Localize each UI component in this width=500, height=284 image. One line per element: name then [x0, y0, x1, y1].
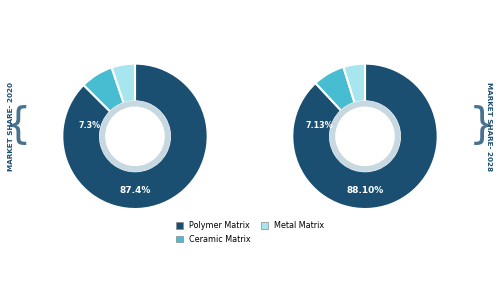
Circle shape — [336, 107, 394, 165]
Text: US$ 856.98 Million (2028): US$ 856.98 Million (2028) — [208, 257, 352, 267]
Text: }: } — [469, 105, 495, 147]
Circle shape — [330, 101, 400, 171]
Text: MARKET SHARE- 2028: MARKET SHARE- 2028 — [486, 82, 492, 171]
Wedge shape — [62, 64, 208, 209]
Text: Polymer Matrix: Polymer Matrix — [71, 266, 146, 275]
Text: 7.13%: 7.13% — [306, 121, 333, 130]
Bar — [37, 243, 42, 281]
Bar — [30, 250, 35, 281]
Wedge shape — [292, 64, 438, 209]
Text: 88.10%: 88.10% — [346, 186, 384, 195]
Text: {: { — [5, 105, 31, 147]
Bar — [9, 270, 14, 281]
Bar — [23, 256, 28, 281]
Text: 3.3%: 3.3% — [420, 263, 466, 281]
Text: MARKET, BY PRODUCT TYPE: MARKET, BY PRODUCT TYPE — [52, 16, 260, 28]
Wedge shape — [84, 68, 124, 112]
Bar — [16, 263, 21, 281]
Text: Incremental Growth-: Incremental Growth- — [58, 251, 159, 260]
Text: 7.3%: 7.3% — [78, 121, 100, 130]
Legend: Polymer Matrix, Ceramic Matrix, Metal Matrix: Polymer Matrix, Ceramic Matrix, Metal Ma… — [176, 221, 324, 244]
Text: 5.2%: 5.2% — [156, 81, 179, 90]
Text: MARKET SHARE- 2020: MARKET SHARE- 2020 — [8, 82, 14, 171]
Text: CAGR (2021 - 2028): CAGR (2021 - 2028) — [404, 249, 480, 258]
Wedge shape — [344, 64, 365, 103]
Wedge shape — [112, 64, 135, 103]
Text: 4.8%: 4.8% — [386, 81, 409, 90]
Text: 87.4%: 87.4% — [120, 186, 150, 195]
Circle shape — [100, 101, 170, 171]
Wedge shape — [316, 67, 354, 111]
Circle shape — [106, 107, 164, 165]
